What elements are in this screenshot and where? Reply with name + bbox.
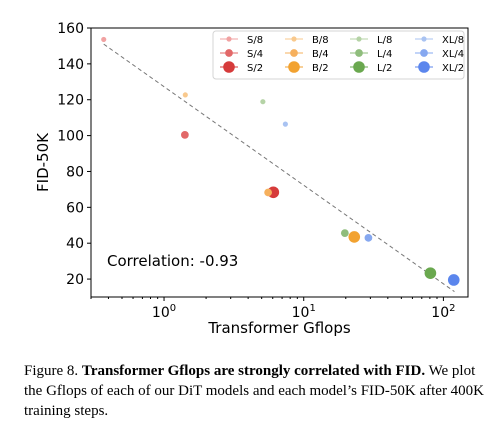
- legend-label: S/2: [247, 63, 263, 74]
- legend-marker: [356, 36, 362, 42]
- legend-marker: [355, 49, 363, 57]
- y-tick-label: 20: [66, 272, 84, 288]
- data-point: [282, 121, 288, 127]
- y-tick-label: 60: [66, 200, 84, 216]
- x-axis-label: Transformer Gflops: [207, 319, 351, 337]
- legend-marker: [225, 49, 233, 57]
- legend-label: XL/8: [442, 35, 464, 46]
- x-tick-label: 101: [292, 303, 316, 321]
- legend-label: L/8: [377, 35, 392, 46]
- legend-label: B/4: [312, 49, 329, 60]
- y-tick-label: 100: [57, 129, 84, 145]
- legend-box: [212, 30, 465, 80]
- y-tick-label: 80: [66, 164, 84, 180]
- plot-frame: [90, 27, 469, 298]
- data-point: [340, 229, 349, 238]
- legend-marker: [226, 36, 232, 42]
- legend-marker: [223, 61, 235, 73]
- x-tick-label: 100: [152, 303, 176, 321]
- legend-label: L/2: [377, 63, 392, 74]
- legend-label: XL/2: [442, 63, 464, 74]
- legend-marker: [420, 49, 428, 57]
- legend-marker: [291, 36, 297, 42]
- data-point: [182, 92, 188, 98]
- legend-marker: [418, 61, 430, 73]
- data-point: [260, 99, 266, 105]
- legend-marker: [353, 61, 365, 73]
- legend-marker: [290, 49, 298, 57]
- fid-vs-gflops-chart: 20 40 60 80 100 120 140 160 100 101 102 Transform…: [34, 21, 469, 337]
- data-point: [348, 231, 361, 243]
- legend-label: S/8: [247, 35, 263, 46]
- y-axis-label: FID-50K: [34, 132, 52, 192]
- correlation-annotation: Correlation: -0.93: [107, 252, 238, 270]
- data-point: [424, 267, 437, 279]
- legend-label: B/8: [312, 35, 329, 46]
- caption-body: We plot the Gflops of each of our DiT mo…: [24, 363, 485, 419]
- y-tick-label: 140: [57, 57, 84, 73]
- legend-label: L/4: [377, 49, 392, 60]
- trend-line: [103, 43, 455, 293]
- data-point: [264, 188, 272, 197]
- legend-marker: [421, 36, 427, 42]
- legend-label: S/4: [247, 49, 263, 60]
- y-tick-label: 40: [66, 236, 84, 252]
- data-point: [101, 36, 107, 43]
- caption-title: Transformer Gflops are strongly correlat…: [81, 363, 426, 379]
- legend: S/8 S/4 S/2 B/8 B/4 B/2 L/8 L/4 L/2 XL/8 XL/4 XL/2: [212, 30, 465, 80]
- x-tick-label: 102: [431, 303, 455, 321]
- data-point: [364, 233, 373, 242]
- legend-label: B/2: [312, 63, 329, 74]
- caption-label: Figure 8.: [24, 363, 79, 379]
- data-point: [181, 131, 189, 139]
- legend-marker: [288, 61, 300, 73]
- legend-label: XL/4: [442, 49, 464, 60]
- figure-caption: Figure 8. Transformer Gflops are strongl…: [24, 361, 494, 421]
- data-point: [447, 274, 460, 286]
- y-tick-label: 160: [57, 21, 84, 37]
- y-tick-label: 120: [57, 93, 84, 109]
